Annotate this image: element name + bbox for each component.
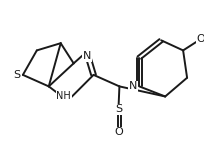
Text: O: O (113, 127, 122, 138)
Text: O: O (196, 34, 204, 44)
Text: S: S (13, 70, 20, 80)
Text: N: N (129, 81, 137, 91)
Text: NH: NH (56, 91, 71, 102)
Text: S: S (114, 104, 121, 114)
Text: N: N (82, 51, 90, 61)
